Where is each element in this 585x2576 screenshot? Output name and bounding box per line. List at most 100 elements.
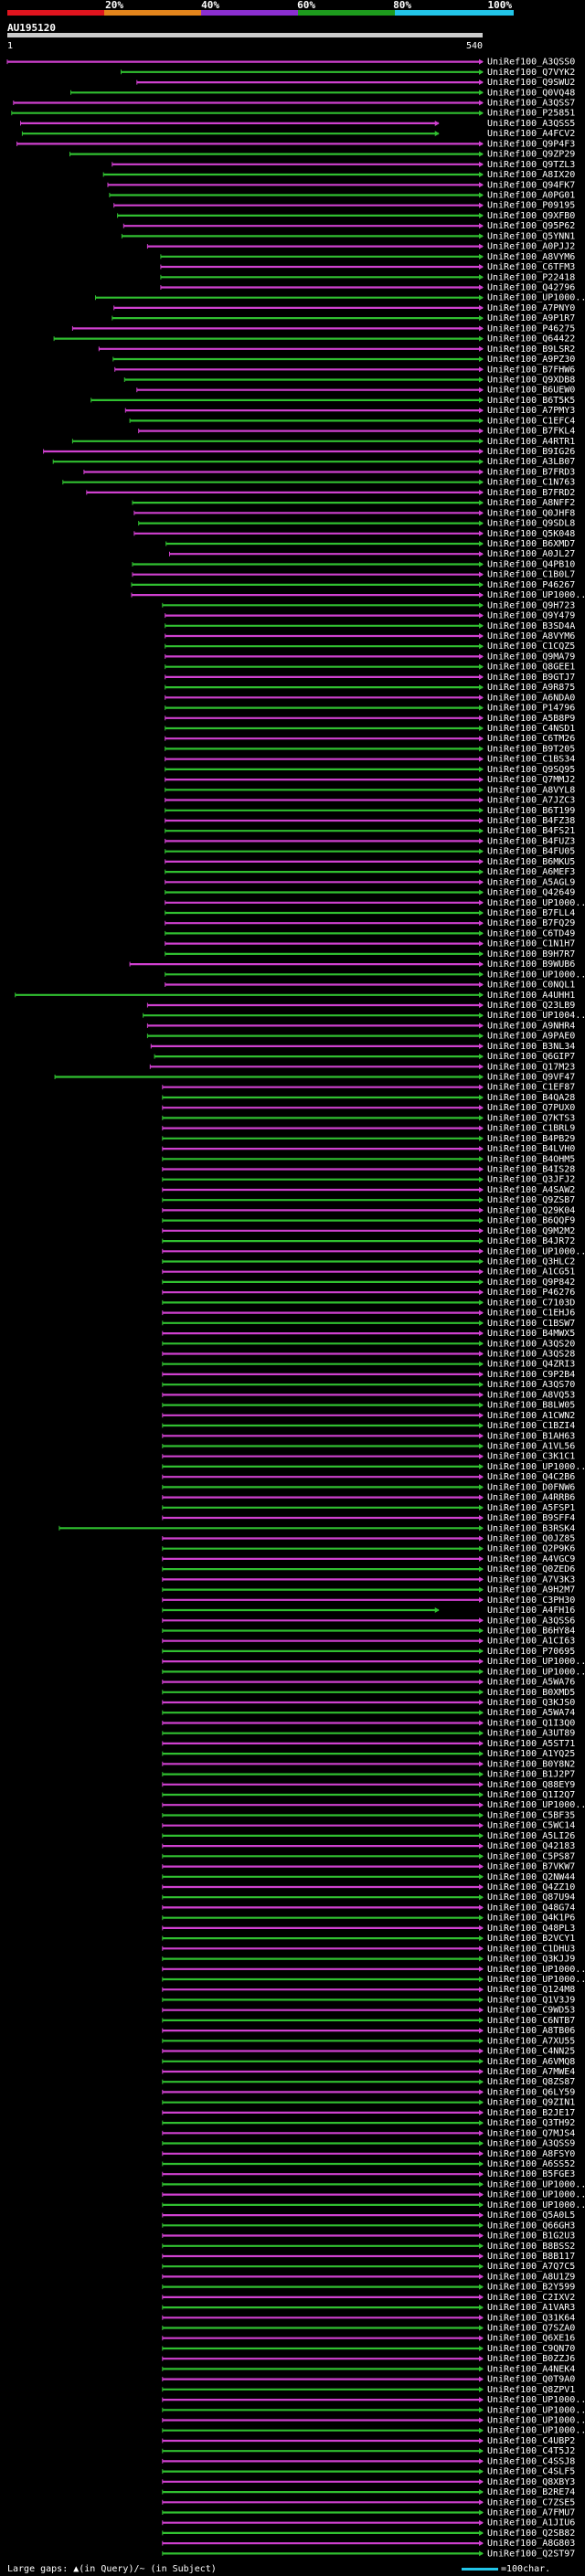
- hit-label-93[interactable]: UniRef100_UP1004...: [487, 1011, 585, 1021]
- hit-label-236[interactable]: UniRef100_Q8XBY3: [487, 2477, 575, 2487]
- hit-label-164[interactable]: UniRef100_A5ST71: [487, 1739, 575, 1749]
- hit-label-11[interactable]: UniRef100_A8IX20: [487, 170, 575, 180]
- hit-label-239[interactable]: UniRef100_A7FMU7: [487, 2508, 575, 2518]
- hit-label-24[interactable]: UniRef100_A7PNY0: [487, 303, 575, 313]
- hit-label-95[interactable]: UniRef100_A9PAE0: [487, 1032, 575, 1042]
- hit-label-46[interactable]: UniRef100_Q5K048: [487, 529, 575, 539]
- hit-label-202[interactable]: UniRef100_Q7MJS4: [487, 2128, 575, 2138]
- hit-label-199[interactable]: UniRef100_Q9ZIN1: [487, 2098, 575, 2108]
- hit-label-242[interactable]: UniRef100_A8G803: [487, 2539, 575, 2549]
- hit-label-128[interactable]: UniRef100_C9P2B4: [487, 1370, 575, 1380]
- hit-label-74[interactable]: UniRef100_B4FZ38: [487, 816, 575, 826]
- hit-label-184[interactable]: UniRef100_C1DHU3: [487, 1944, 575, 1954]
- hit-label-185[interactable]: UniRef100_Q3KJJ9: [487, 1955, 575, 1965]
- hit-label-47[interactable]: UniRef100_B6XMD7: [487, 539, 575, 549]
- hit-label-85[interactable]: UniRef100_C6TD49: [487, 928, 575, 938]
- hit-label-37[interactable]: UniRef100_A4RTR1: [487, 437, 575, 447]
- hit-label-215[interactable]: UniRef100_A7Q7C5: [487, 2262, 575, 2272]
- hit-label-73[interactable]: UniRef100_B6T199: [487, 806, 575, 816]
- hit-label-81[interactable]: UniRef100_Q42649: [487, 888, 575, 898]
- hit-label-163[interactable]: UniRef100_A3UT89: [487, 1729, 575, 1739]
- hit-label-218[interactable]: UniRef100_C2IXV2: [487, 2293, 575, 2303]
- hit-label-52[interactable]: UniRef100_UP1000...: [487, 590, 585, 600]
- hit-label-195[interactable]: UniRef100_A6VMQ8: [487, 2057, 575, 2067]
- hit-label-96[interactable]: UniRef100_B3NL34: [487, 1042, 575, 1052]
- hit-label-78[interactable]: UniRef100_B6MKU5: [487, 857, 575, 867]
- hit-label-58[interactable]: UniRef100_Q9MA79: [487, 652, 575, 662]
- hit-label-84[interactable]: UniRef100_B7FQ29: [487, 918, 575, 928]
- hit-label-59[interactable]: UniRef100_Q8GEE1: [487, 663, 575, 673]
- hit-label-36[interactable]: UniRef100_B7FKL4: [487, 427, 575, 437]
- hit-label-192[interactable]: UniRef100_A8TB06: [487, 2026, 575, 2036]
- hit-label-87[interactable]: UniRef100_B9H7R7: [487, 949, 575, 959]
- hit-label-94[interactable]: UniRef100_A9NHR4: [487, 1021, 575, 1031]
- hit-label-104[interactable]: UniRef100_C1BRL9: [487, 1124, 575, 1134]
- hit-label-41[interactable]: UniRef100_C1N763: [487, 478, 575, 488]
- hit-label-142[interactable]: UniRef100_B9SFF4: [487, 1513, 575, 1523]
- hit-label-107[interactable]: UniRef100_B4OHM5: [487, 1154, 575, 1164]
- hit-label-169[interactable]: UniRef100_Q1I2Q7: [487, 1790, 575, 1800]
- hit-label-217[interactable]: UniRef100_B2Y599: [487, 2283, 575, 2293]
- hit-label-162[interactable]: UniRef100_Q1I3Q0: [487, 1719, 575, 1729]
- hit-label-153[interactable]: UniRef100_B6HY84: [487, 1627, 575, 1637]
- hit-label-116[interactable]: UniRef100_UP1000...: [487, 1246, 585, 1256]
- hit-label-155[interactable]: UniRef100_P70695: [487, 1647, 575, 1657]
- hit-label-7[interactable]: UniRef100_A4FCV2: [487, 129, 575, 139]
- hit-label-65[interactable]: UniRef100_C4NSD1: [487, 724, 575, 734]
- hit-label-188[interactable]: UniRef100_Q124M8: [487, 1985, 575, 1995]
- hit-label-234[interactable]: UniRef100_C4SSJ8: [487, 2456, 575, 2466]
- hit-label-125[interactable]: UniRef100_A3QS20: [487, 1339, 575, 1349]
- hit-label-91[interactable]: UniRef100_A4UHH1: [487, 991, 575, 1001]
- hit-label-174[interactable]: UniRef100_Q42183: [487, 1841, 575, 1851]
- hit-label-213[interactable]: UniRef100_B8BSS2: [487, 2242, 575, 2252]
- hit-label-225[interactable]: UniRef100_A4NEK4: [487, 2364, 575, 2374]
- hit-label-40[interactable]: UniRef100_B7FRD3: [487, 468, 575, 478]
- hit-label-100[interactable]: UniRef100_C1EF87: [487, 1083, 575, 1093]
- hit-label-54[interactable]: UniRef100_Q9Y479: [487, 611, 575, 621]
- hit-label-171[interactable]: UniRef100_C5BF35: [487, 1811, 575, 1821]
- hit-label-157[interactable]: UniRef100_UP1000...: [487, 1667, 585, 1677]
- hit-label-181[interactable]: UniRef100_Q4K1P6: [487, 1913, 575, 1924]
- hit-label-122[interactable]: UniRef100_C1EHJ6: [487, 1309, 575, 1319]
- hit-label-19[interactable]: UniRef100_A8VYM6: [487, 252, 575, 262]
- hit-label-131[interactable]: UniRef100_B8LW05: [487, 1401, 575, 1411]
- hit-label-194[interactable]: UniRef100_C4NN25: [487, 2047, 575, 2057]
- hit-label-33[interactable]: UniRef100_B6T5K5: [487, 396, 575, 406]
- hit-label-39[interactable]: UniRef100_A3LB07: [487, 457, 575, 467]
- hit-label-29[interactable]: UniRef100_A9PZ30: [487, 355, 575, 365]
- hit-label-9[interactable]: UniRef100_Q9ZP29: [487, 150, 575, 160]
- hit-label-64[interactable]: UniRef100_A5B8P9: [487, 714, 575, 724]
- hit-label-211[interactable]: UniRef100_Q66GH3: [487, 2221, 575, 2231]
- hit-label-45[interactable]: UniRef100_Q9SDL8: [487, 519, 575, 529]
- hit-label-176[interactable]: UniRef100_B7VKW7: [487, 1862, 575, 1872]
- hit-label-229[interactable]: UniRef100_UP1000...: [487, 2405, 585, 2415]
- hit-label-204[interactable]: UniRef100_A8FSY0: [487, 2149, 575, 2159]
- hit-label-132[interactable]: UniRef100_A1CWN2: [487, 1411, 575, 1421]
- hit-label-66[interactable]: UniRef100_C6TM26: [487, 734, 575, 744]
- hit-label-105[interactable]: UniRef100_B4PB29: [487, 1134, 575, 1144]
- hit-label-214[interactable]: UniRef100_B8B117: [487, 2252, 575, 2262]
- hit-label-150[interactable]: UniRef100_C3PH30: [487, 1595, 575, 1606]
- hit-label-2[interactable]: UniRef100_Q9SWU2: [487, 78, 575, 88]
- hit-label-193[interactable]: UniRef100_A7XU55: [487, 2036, 575, 2046]
- hit-label-20[interactable]: UniRef100_C6TFM3: [487, 262, 575, 272]
- hit-label-175[interactable]: UniRef100_C5PS87: [487, 1851, 575, 1861]
- hit-label-86[interactable]: UniRef100_C1N1H7: [487, 939, 575, 949]
- hit-label-165[interactable]: UniRef100_A1YQ25: [487, 1749, 575, 1759]
- hit-label-53[interactable]: UniRef100_Q9H723: [487, 600, 575, 610]
- hit-label-42[interactable]: UniRef100_B7FRD2: [487, 488, 575, 498]
- hit-label-60[interactable]: UniRef100_B9GTJ7: [487, 673, 575, 683]
- hit-label-238[interactable]: UniRef100_C7ZSE5: [487, 2497, 575, 2507]
- hit-label-67[interactable]: UniRef100_B9T205: [487, 744, 575, 754]
- hit-label-140[interactable]: UniRef100_A4RRB6: [487, 1493, 575, 1503]
- hit-label-120[interactable]: UniRef100_P46276: [487, 1288, 575, 1298]
- hit-label-97[interactable]: UniRef100_Q6GIP7: [487, 1052, 575, 1062]
- hit-label-126[interactable]: UniRef100_A3QS28: [487, 1350, 575, 1360]
- hit-label-161[interactable]: UniRef100_A5WA74: [487, 1708, 575, 1718]
- hit-label-147[interactable]: UniRef100_Q0ZED6: [487, 1564, 575, 1574]
- hit-label-77[interactable]: UniRef100_B4FU05: [487, 847, 575, 857]
- hit-label-112[interactable]: UniRef100_Q29K04: [487, 1205, 575, 1215]
- hit-label-72[interactable]: UniRef100_A7JZC3: [487, 796, 575, 806]
- hit-label-56[interactable]: UniRef100_A8VYM6: [487, 631, 575, 641]
- hit-label-98[interactable]: UniRef100_Q17M23: [487, 1062, 575, 1072]
